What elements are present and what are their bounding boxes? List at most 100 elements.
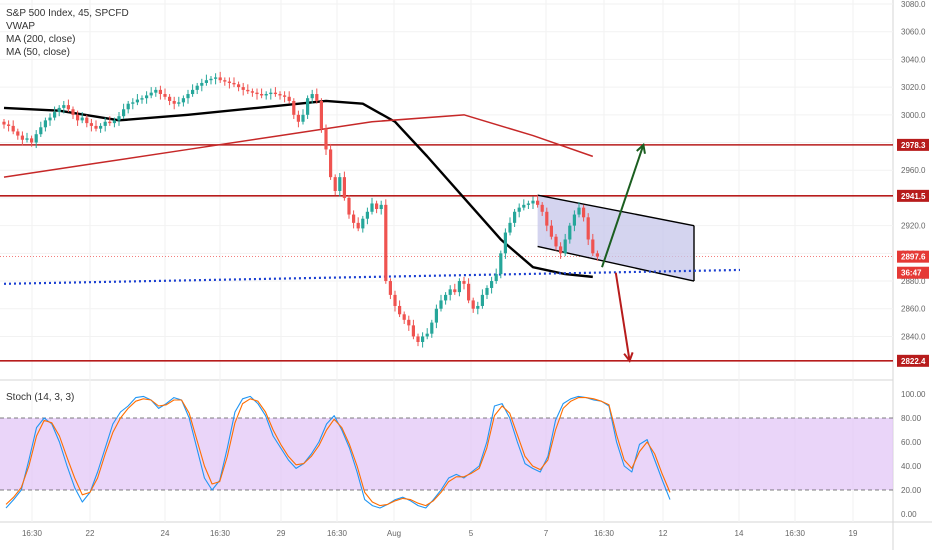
candle-body[interactable] bbox=[158, 89, 162, 95]
candle-body[interactable] bbox=[264, 94, 268, 96]
candle-body[interactable] bbox=[370, 203, 374, 212]
candle-body[interactable] bbox=[411, 325, 415, 337]
candle-body[interactable] bbox=[352, 214, 356, 223]
candle-body[interactable] bbox=[62, 105, 66, 108]
arrow-up-line[interactable] bbox=[601, 144, 645, 268]
candle-body[interactable] bbox=[577, 207, 581, 215]
candle-body[interactable] bbox=[2, 121, 6, 125]
candle-body[interactable] bbox=[375, 203, 379, 210]
candle-body[interactable] bbox=[499, 253, 503, 275]
channel-top-line[interactable] bbox=[537, 194, 695, 227]
candle-body[interactable] bbox=[301, 114, 305, 122]
candle-body[interactable] bbox=[227, 81, 231, 83]
candle-body[interactable] bbox=[310, 94, 314, 99]
stoch-plot[interactable] bbox=[0, 395, 893, 509]
candle-body[interactable] bbox=[388, 281, 392, 295]
candle-body[interactable] bbox=[191, 89, 195, 95]
candle-body[interactable] bbox=[572, 214, 576, 226]
candle-body[interactable] bbox=[398, 305, 402, 315]
candle-body[interactable] bbox=[430, 322, 434, 334]
legend-ma50[interactable]: MA (50, close) bbox=[6, 47, 70, 58]
candle-body[interactable] bbox=[554, 236, 558, 247]
candle-body[interactable] bbox=[319, 100, 323, 129]
candle-body[interactable] bbox=[462, 281, 466, 284]
candle-body[interactable] bbox=[108, 121, 112, 124]
candle-body[interactable] bbox=[145, 95, 149, 99]
candle-body[interactable] bbox=[324, 128, 328, 150]
candle-body[interactable] bbox=[25, 138, 29, 140]
candle-body[interactable] bbox=[269, 92, 273, 95]
candle-body[interactable] bbox=[526, 203, 530, 205]
candle-body[interactable] bbox=[329, 149, 333, 178]
candle-body[interactable] bbox=[467, 283, 471, 301]
candle-body[interactable] bbox=[232, 82, 236, 85]
candle-body[interactable] bbox=[99, 125, 103, 129]
stoch-series-d[interactable] bbox=[5, 397, 671, 507]
candle-body[interactable] bbox=[503, 232, 507, 254]
candle-body[interactable] bbox=[122, 109, 126, 117]
candle-body[interactable] bbox=[214, 77, 218, 79]
candle-body[interactable] bbox=[135, 99, 139, 103]
legend-ma200[interactable]: MA (200, close) bbox=[6, 34, 76, 45]
candle-body[interactable] bbox=[255, 92, 259, 95]
legend-symbol[interactable]: S&P 500 Index, 45, SPCFD bbox=[6, 8, 129, 19]
candle-body[interactable] bbox=[126, 103, 130, 110]
candle-body[interactable] bbox=[43, 120, 47, 128]
candle-body[interactable] bbox=[246, 89, 250, 92]
candle-body[interactable] bbox=[365, 211, 369, 219]
candle-body[interactable] bbox=[545, 211, 549, 226]
candle-body[interactable] bbox=[582, 207, 586, 218]
candle-body[interactable] bbox=[80, 117, 84, 121]
candle-body[interactable] bbox=[508, 222, 512, 233]
candle-body[interactable] bbox=[296, 114, 300, 122]
candle-body[interactable] bbox=[517, 207, 521, 212]
candle-body[interactable] bbox=[48, 117, 52, 121]
series-ma-50-close[interactable] bbox=[3, 99, 593, 279]
candle-body[interactable] bbox=[559, 246, 563, 254]
candle-body[interactable] bbox=[34, 134, 38, 143]
candle-body[interactable] bbox=[416, 336, 420, 342]
candle-body[interactable] bbox=[283, 95, 287, 97]
candle-body[interactable] bbox=[186, 94, 190, 99]
candle-body[interactable] bbox=[402, 314, 406, 320]
candle-body[interactable] bbox=[200, 82, 204, 86]
candle-body[interactable] bbox=[384, 204, 388, 282]
candle-body[interactable] bbox=[457, 281, 461, 293]
candle-body[interactable] bbox=[407, 319, 411, 326]
candle-body[interactable] bbox=[250, 91, 254, 93]
candle-body[interactable] bbox=[448, 289, 452, 295]
candle-body[interactable] bbox=[117, 116, 121, 121]
candle-body[interactable] bbox=[76, 114, 80, 121]
candle-body[interactable] bbox=[260, 94, 264, 96]
candle-body[interactable] bbox=[333, 177, 337, 191]
candle-body[interactable] bbox=[315, 94, 319, 101]
candle-body[interactable] bbox=[393, 294, 397, 306]
candle-body[interactable] bbox=[195, 85, 199, 90]
candle-body[interactable] bbox=[57, 107, 61, 113]
candle-body[interactable] bbox=[568, 225, 572, 240]
candle-body[interactable] bbox=[223, 80, 227, 82]
candle-body[interactable] bbox=[490, 281, 494, 288]
candle-body[interactable] bbox=[494, 274, 498, 282]
candle-body[interactable] bbox=[540, 204, 544, 212]
candle-body[interactable] bbox=[94, 125, 98, 129]
candle-body[interactable] bbox=[30, 138, 34, 143]
candle-body[interactable] bbox=[356, 222, 360, 229]
candle-body[interactable] bbox=[425, 333, 429, 337]
candle-body[interactable] bbox=[278, 94, 282, 96]
candle-body[interactable] bbox=[513, 211, 517, 223]
candle-body[interactable] bbox=[103, 121, 107, 126]
candle-body[interactable] bbox=[306, 98, 310, 115]
candle-body[interactable] bbox=[338, 177, 342, 191]
candle-body[interactable] bbox=[53, 112, 57, 118]
legend-vwap[interactable]: VWAP bbox=[6, 21, 36, 32]
candle-body[interactable] bbox=[163, 94, 167, 97]
candle-body[interactable] bbox=[71, 109, 75, 115]
arrow-down-line[interactable] bbox=[614, 272, 631, 361]
legend-stoch[interactable]: Stoch (14, 3, 3) bbox=[6, 392, 75, 403]
candle-body[interactable] bbox=[563, 239, 567, 254]
candle-body[interactable] bbox=[16, 131, 20, 136]
candle-body[interactable] bbox=[112, 120, 116, 124]
candle-body[interactable] bbox=[20, 135, 24, 140]
